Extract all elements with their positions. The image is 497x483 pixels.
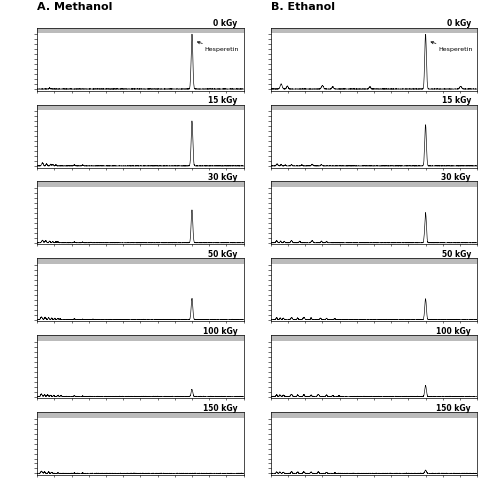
- Text: 15 kGy: 15 kGy: [441, 96, 471, 105]
- Text: B. Ethanol: B. Ethanol: [271, 2, 335, 12]
- Text: 150 kGy: 150 kGy: [203, 404, 238, 413]
- Text: 50 kGy: 50 kGy: [441, 250, 471, 259]
- Text: 30 kGy: 30 kGy: [208, 173, 238, 182]
- Bar: [271, 28, 477, 33]
- Bar: [37, 28, 244, 33]
- Text: A. Methanol: A. Methanol: [37, 2, 113, 12]
- Bar: [271, 335, 477, 341]
- Bar: [271, 104, 477, 110]
- Bar: [271, 258, 477, 264]
- Bar: [271, 412, 477, 417]
- Bar: [37, 258, 244, 264]
- Bar: [37, 182, 244, 187]
- Text: 100 kGy: 100 kGy: [203, 327, 238, 336]
- Text: 15 kGy: 15 kGy: [208, 96, 238, 105]
- Text: 100 kGy: 100 kGy: [436, 327, 471, 336]
- Text: 50 kGy: 50 kGy: [208, 250, 238, 259]
- Text: 30 kGy: 30 kGy: [441, 173, 471, 182]
- Text: Hesperetin: Hesperetin: [431, 42, 472, 52]
- Text: 0 kGy: 0 kGy: [213, 19, 238, 28]
- Bar: [271, 182, 477, 187]
- Text: 0 kGy: 0 kGy: [447, 19, 471, 28]
- Bar: [37, 104, 244, 110]
- Text: Hesperetin: Hesperetin: [197, 42, 239, 52]
- Bar: [37, 412, 244, 417]
- Bar: [37, 335, 244, 341]
- Text: 150 kGy: 150 kGy: [436, 404, 471, 413]
